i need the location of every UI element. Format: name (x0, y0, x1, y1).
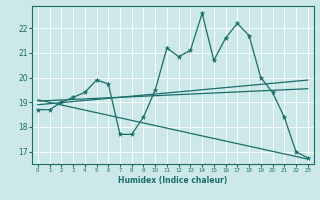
X-axis label: Humidex (Indice chaleur): Humidex (Indice chaleur) (118, 176, 228, 185)
